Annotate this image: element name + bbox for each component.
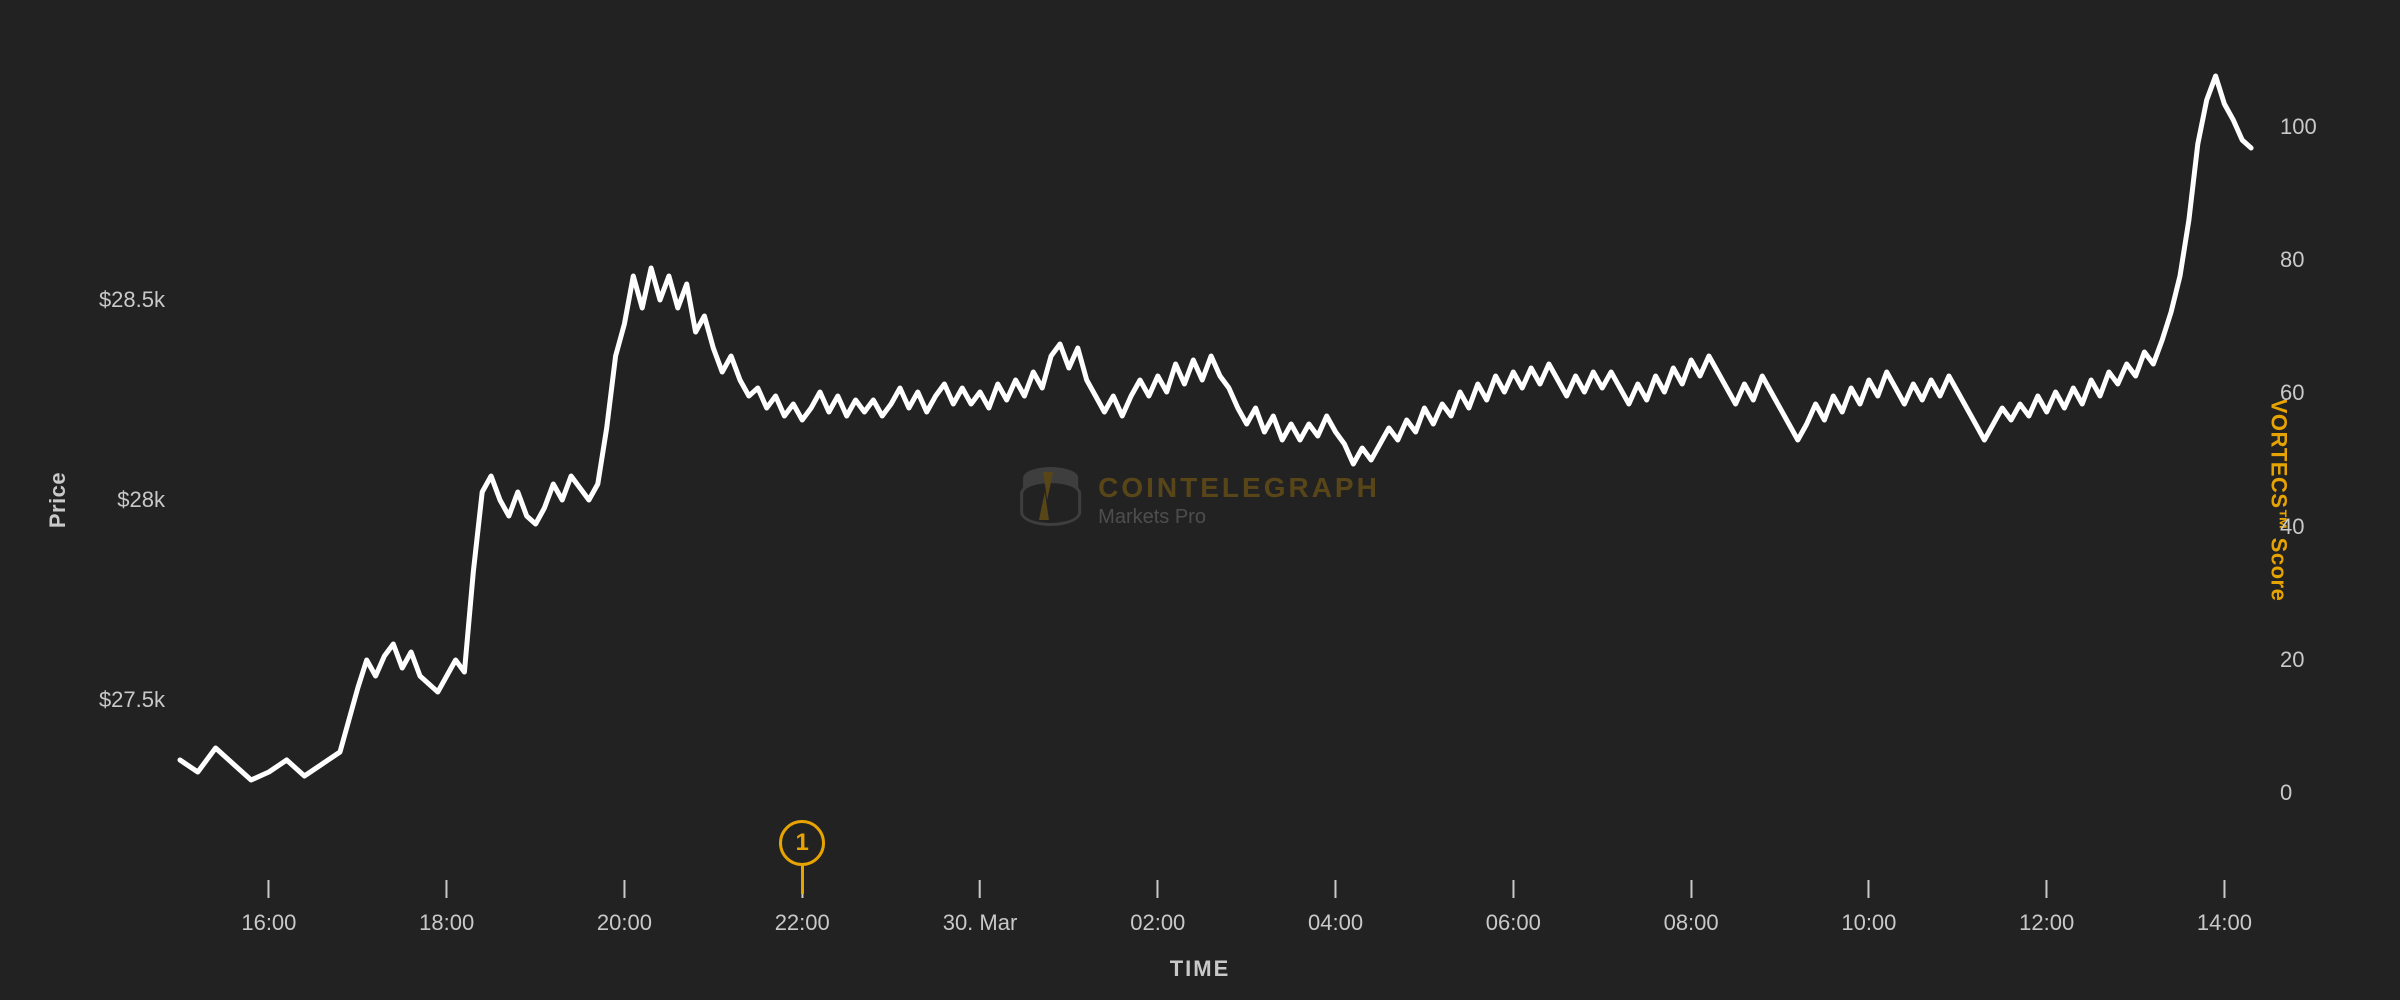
y-right-tick: 40 [2280, 514, 2304, 540]
x-axis-title: TIME [1170, 956, 1231, 982]
y-right-ticks: 0 20 40 60 80 100 [2280, 0, 2340, 1000]
y-right-tick: 80 [2280, 247, 2304, 273]
y-right-tick: 0 [2280, 780, 2292, 806]
price-line [180, 76, 2251, 780]
y-right-tick: 60 [2280, 380, 2304, 406]
chart-svg [0, 0, 2400, 1000]
price-chart: COINTELEGRAPH Markets Pro Price VORTECS™… [0, 0, 2400, 1000]
event-marker-badge: 1 [779, 820, 825, 866]
y-left-tick: $27.5k [99, 687, 165, 713]
y-left-ticks: $27.5k $28k $28.5k [0, 0, 165, 1000]
y-left-tick: $28k [117, 487, 165, 513]
y-left-tick: $28.5k [99, 287, 165, 313]
y-right-tick: 100 [2280, 114, 2317, 140]
y-right-tick: 20 [2280, 647, 2304, 673]
event-marker-stem [801, 866, 804, 894]
event-marker[interactable]: 1 [779, 820, 825, 894]
